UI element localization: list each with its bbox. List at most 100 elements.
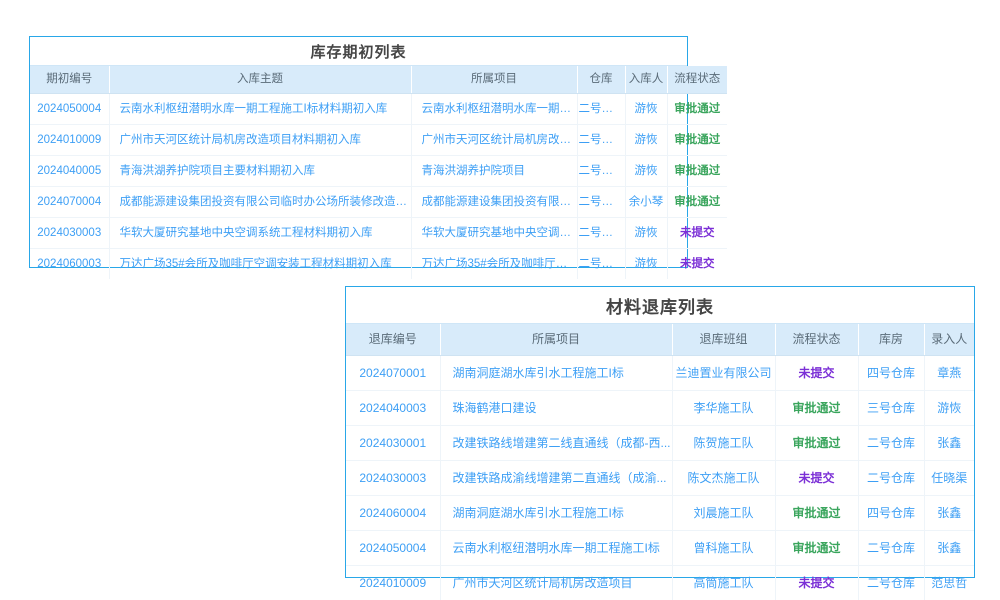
cell-project[interactable]: 广州市天河区统计局机房改造项目 <box>411 124 578 156</box>
inventory-initial-body: 2024050004 云南水利枢纽潜明水库一期工程施工I标材料期初入库 云南水利枢纽… <box>30 93 727 279</box>
cell-code[interactable]: 2024050004 <box>30 93 110 125</box>
table-row[interactable]: 2024060003 万达广场35#会所及咖啡厅空调安装工程材料期初入库 万达广场3… <box>30 248 727 279</box>
cell-team[interactable]: 刘晨施工队 <box>672 495 776 531</box>
table-row[interactable]: 2024050004 云南水利枢纽潜明水库一期工程施工I标 曾科施工队 审批通过 二号仓… <box>346 530 974 566</box>
cell-operator[interactable]: 游恢 <box>625 124 668 156</box>
cell-recorder[interactable]: 范思哲 <box>931 576 968 590</box>
cell-team[interactable]: 兰迪置业有限公司 <box>672 355 776 391</box>
cell-status: 审批通过 <box>775 530 859 566</box>
cell-subject[interactable]: 成都能源建设集团投资有限公司临时办公场所装修改造工程EPC... <box>109 186 412 218</box>
cell-recorder[interactable]: 张鑫 <box>924 495 974 531</box>
cell-code[interactable]: 2024070004 <box>30 186 110 218</box>
cell-status: 审批通过 <box>775 425 859 461</box>
cell-return-code[interactable]: 2024010009 <box>346 565 441 600</box>
cell-project[interactable]: 云南水利枢纽潜明水库一期工程施工I标 <box>440 530 673 566</box>
cell-team[interactable]: 陈文杰施工队 <box>672 460 776 496</box>
table-row[interactable]: 2024070004成都能源建设集团投资有限公司临时办公场所装修改造工程EPC.… <box>30 186 727 218</box>
cell-warehouse[interactable]: 二号仓库 <box>577 155 626 187</box>
cell-subject[interactable]: 华软大厦研究基地中央空调系统工程材料期初入库 <box>109 217 412 249</box>
table-row[interactable]: 2024040003 珠海鹤港口建设 李华施工队 审批通过 三号仓库 游恢 <box>346 390 974 426</box>
cell-warehouse[interactable]: 四号仓库 <box>858 355 925 391</box>
cell-subject[interactable]: 青海洪湖养护院项目主要材料期初入库 <box>109 155 412 187</box>
cell-warehouse[interactable]: 二号仓库 <box>858 530 925 566</box>
cell-project[interactable]: 成都能源建设集团投资有限公司临时办公场所装修改造工程... <box>411 186 578 218</box>
cell-status: 审批通过 <box>667 186 727 218</box>
cell-project[interactable]: 湖南洞庭湖水库引水工程施工I标 <box>440 355 673 391</box>
cell-operator[interactable]: 游恢 <box>625 217 668 249</box>
inventory-initial-list-card: 库存期初列表 期初编号 入库主题 所属项目 仓库 入库人 流程状态 <box>29 36 727 279</box>
cell-warehouse[interactable]: 二号仓库 <box>858 425 925 461</box>
cell-project[interactable]: 改建铁路成渝线增建第二直通线（成渝... <box>440 460 673 496</box>
table-row[interactable]: 2024010009 广州市天河区统计局机房改造项目材料期初入库 广州市天河区统计局… <box>30 124 727 156</box>
cell-project[interactable]: 云南水利枢纽潜明水库一期工程施工I标 <box>411 93 578 125</box>
table-row[interactable]: 2024040005 青海洪湖养护院项目主要材料期初入库 青海洪湖养护院项目 二号仓库… <box>30 155 727 187</box>
cell-code[interactable]: 2024040005 <box>30 155 110 187</box>
table-row[interactable]: 2024030003 改建铁路成渝线增建第二直通线（成渝... 陈文杰施工队 未提交 二… <box>346 460 974 496</box>
status-badge: 未提交 <box>798 471 835 485</box>
cell-project[interactable]: 珠海鹤港口建设 <box>440 390 673 426</box>
cell-subject[interactable]: 万达广场35#会所及咖啡厅空调安装工程材料期初入库 <box>109 248 412 279</box>
cell-warehouse[interactable]: 四号仓库 <box>858 495 925 531</box>
cell-subject[interactable]: 云南水利枢纽潜明水库一期工程施工I标材料期初入库 <box>109 93 412 125</box>
column-header-operator[interactable]: 入库人 <box>625 66 668 94</box>
cell-operator[interactable]: 余小琴 <box>625 186 668 218</box>
cell-recorder[interactable]: 游恢 <box>924 390 974 426</box>
column-header-warehouse[interactable]: 仓库 <box>577 66 626 94</box>
cell-warehouse[interactable]: 二号仓库 <box>577 124 626 156</box>
table-row[interactable]: 2024070001 湖南洞庭湖水库引水工程施工I标 兰迪置业有限公司 未提交 四号仓库… <box>346 355 974 391</box>
status-badge: 审批通过 <box>674 165 721 177</box>
column-header-code[interactable]: 期初编号 <box>30 66 110 94</box>
cell-recorder[interactable]: 任晓渠 <box>924 460 974 496</box>
cell-recorder[interactable]: 张鑫 <box>924 425 974 461</box>
column-header-return-code[interactable]: 退库编号 <box>346 324 441 356</box>
cell-team[interactable]: 陈贺施工队 <box>672 425 776 461</box>
cell-team[interactable]: 李华施工队 <box>672 390 776 426</box>
cell-recorder[interactable]: 章燕 <box>924 355 974 391</box>
cell-recorder[interactable]: 张鑫 <box>924 530 974 566</box>
column-header-project[interactable]: 所属项目 <box>440 324 673 356</box>
cell-warehouse[interactable]: 二号仓库 <box>858 460 925 496</box>
cell-return-code[interactable]: 2024040003 <box>346 390 441 426</box>
column-header-status[interactable]: 流程状态 <box>775 324 859 356</box>
column-header-subject[interactable]: 入库主题 <box>109 66 412 94</box>
cell-operator[interactable]: 游恢 <box>625 248 668 279</box>
cell-return-code[interactable]: 2024030001 <box>346 425 441 461</box>
column-header-warehouse[interactable]: 库房 <box>858 324 925 356</box>
table-row[interactable]: 2024030003 华软大厦研究基地中央空调系统工程材料期初入库 华软大厦研究基地… <box>30 217 727 249</box>
cell-return-code[interactable]: 2024050004 <box>346 530 441 566</box>
cell-team[interactable]: 曾科施工队 <box>672 530 776 566</box>
table-header-row: 退库编号 所属项目 退库班组 流程状态 库房 录入人 <box>346 324 974 356</box>
cell-warehouse[interactable]: 二号仓库 <box>577 248 626 279</box>
cell-return-code[interactable]: 2024060004 <box>346 495 441 531</box>
cell-team[interactable]: 高筒施工队 <box>672 565 776 600</box>
cell-project[interactable]: 湖南洞庭湖水库引水工程施工I标 <box>440 495 673 531</box>
cell-return-code[interactable]: 2024030003 <box>346 460 441 496</box>
cell-warehouse[interactable]: 二号仓库 <box>577 217 626 249</box>
cell-operator[interactable]: 游恢 <box>625 155 668 187</box>
status-badge: 审批通过 <box>674 134 721 146</box>
cell-status: 未提交 <box>775 355 859 391</box>
cell-subject[interactable]: 广州市天河区统计局机房改造项目材料期初入库 <box>109 124 412 156</box>
cell-code[interactable]: 2024030003 <box>30 217 110 249</box>
cell-project[interactable]: 改建铁路线增建第二线直通线（成都-西... <box>440 425 673 461</box>
table-row[interactable]: 2024030001 改建铁路线增建第二线直通线（成都-西... 陈贺施工队 审批通过… <box>346 425 974 461</box>
cell-project[interactable]: 青海洪湖养护院项目 <box>411 155 578 187</box>
cell-project[interactable]: 万达广场35#会所及咖啡厅空调安装工程 <box>411 248 578 279</box>
cell-warehouse[interactable]: 二号仓库 <box>577 93 626 125</box>
cell-warehouse[interactable]: 三号仓库 <box>858 390 925 426</box>
cell-code[interactable]: 2024060003 <box>30 248 110 279</box>
cell-warehouse[interactable]: 二号仓库 <box>577 186 626 218</box>
table-row[interactable]: 2024060004 湖南洞庭湖水库引水工程施工I标 刘晨施工队 审批通过 四号仓库 张鑫 <box>346 495 974 531</box>
column-header-team[interactable]: 退库班组 <box>672 324 776 356</box>
cell-return-code[interactable]: 2024070001 <box>346 355 441 391</box>
cell-warehouse[interactable]: 二号仓库 <box>858 565 925 600</box>
cell-operator[interactable]: 游恢 <box>625 93 668 125</box>
column-header-project[interactable]: 所属项目 <box>411 66 578 94</box>
cell-project[interactable]: 广州市天河区统计局机房改造项目 <box>440 565 673 600</box>
cell-project[interactable]: 华软大厦研究基地中央空调系统工程 <box>411 217 578 249</box>
table-row[interactable]: 2024050004 云南水利枢纽潜明水库一期工程施工I标材料期初入库 云南水利枢纽… <box>30 93 727 125</box>
column-header-status[interactable]: 流程状态 <box>667 66 727 94</box>
table-row[interactable]: 2024010009 广州市天河区统计局机房改造项目 高筒施工队 未提交 二号仓库 范思哲 <box>346 565 974 600</box>
column-header-recorder[interactable]: 录入人 <box>924 324 974 356</box>
cell-code[interactable]: 2024010009 <box>30 124 110 156</box>
